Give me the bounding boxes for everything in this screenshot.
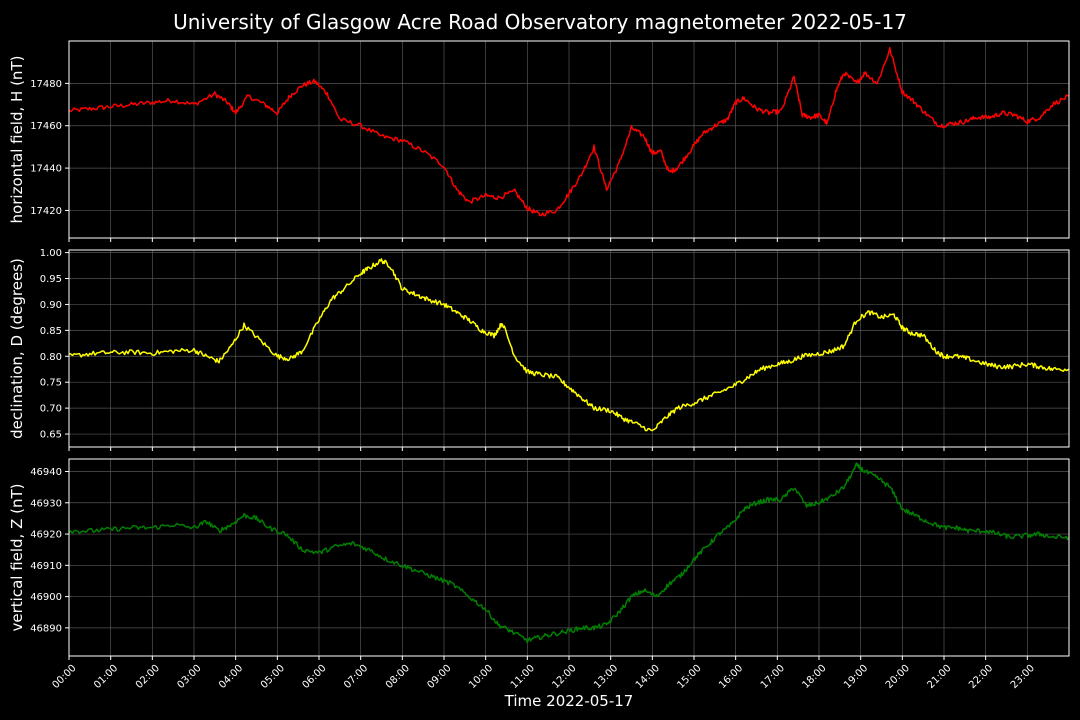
- y-tick-label: 0.95: [40, 274, 62, 285]
- y-tick-label: 0.85: [40, 326, 62, 337]
- y-axis-label: horizontal field, H (nT): [8, 56, 26, 224]
- y-tick-label: 0.70: [40, 404, 62, 415]
- x-tick-label: 08:00: [384, 663, 412, 691]
- x-tick-label: 07:00: [342, 663, 370, 691]
- y-tick-label: 17440: [30, 164, 62, 175]
- y-tick-label: 46900: [30, 592, 62, 603]
- panel-2: 0.65 0.70 0.75 0.80 0.85 0.90 0.95 1.00 declinat…: [8, 248, 1070, 451]
- y-tick-label: 17420: [30, 206, 62, 217]
- plot-frame: [68, 458, 1070, 657]
- x-tick-label: 05:00: [259, 663, 287, 691]
- y-tick-label: 46890: [30, 623, 62, 634]
- x-tick-label: 12:00: [550, 663, 578, 691]
- x-tick-label: 23:00: [1009, 663, 1037, 691]
- x-tick-label: 03:00: [175, 663, 203, 691]
- plot-frame: [68, 40, 1070, 239]
- x-tick-label: 19:00: [842, 663, 870, 691]
- y-tick-label: 17480: [30, 79, 62, 90]
- x-tick-label: 22:00: [967, 663, 995, 691]
- y-tick-label: 0.90: [40, 300, 62, 311]
- x-tick-label: 21:00: [925, 663, 953, 691]
- y-tick-label: 46930: [30, 498, 62, 509]
- x-tick-label: 13:00: [592, 663, 620, 691]
- x-tick-label: 20:00: [884, 663, 912, 691]
- x-tick-label: 11:00: [509, 663, 537, 691]
- y-tick-label: 17460: [30, 121, 62, 132]
- x-tick-label: 15:00: [675, 663, 703, 691]
- x-tick-label: 02:00: [134, 663, 162, 691]
- series-line-3: [68, 462, 1070, 644]
- series-line-1: [68, 46, 1070, 217]
- panel-3: 46890 46900 46910 46920 46930 46940 vertical f…: [8, 458, 1070, 660]
- x-tick-label: 04:00: [217, 663, 245, 691]
- x-tick-label: 00:00: [50, 663, 78, 691]
- y-tick-label: 0.80: [40, 352, 62, 363]
- y-tick-label: 0.75: [40, 378, 62, 389]
- x-tick-label: 18:00: [800, 663, 828, 691]
- x-tick-label: 09:00: [425, 663, 453, 691]
- panel-1: 17420 17440 17460 17480 horizontal field, H …: [8, 40, 1070, 242]
- y-axis-label: declination, D (degrees): [8, 258, 26, 439]
- y-tick-label: 1.00: [40, 248, 62, 259]
- y-tick-label: 46910: [30, 561, 62, 572]
- series-line-2: [68, 258, 1070, 432]
- chart-title: University of Glasgow Acre Road Observat…: [173, 10, 907, 34]
- x-tick-label: 14:00: [634, 663, 662, 691]
- x-tick-label: 17:00: [759, 663, 787, 691]
- plot-frame: [68, 249, 1070, 448]
- y-tick-label: 46940: [30, 467, 62, 478]
- y-tick-label: 46920: [30, 530, 62, 541]
- x-tick-label: 16:00: [717, 663, 745, 691]
- x-axis-label: Time 2022-05-17: [504, 692, 634, 710]
- y-tick-label: 0.65: [40, 430, 62, 441]
- y-axis-label: vertical field, Z (nT): [8, 483, 26, 631]
- x-tick-label: 01:00: [92, 663, 120, 691]
- x-tick-label: 10:00: [467, 663, 495, 691]
- x-tick-label: 06:00: [300, 663, 328, 691]
